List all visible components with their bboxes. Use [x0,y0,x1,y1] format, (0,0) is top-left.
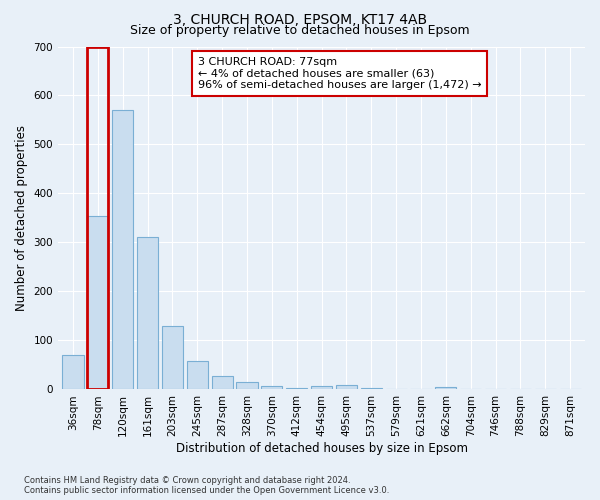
Text: Size of property relative to detached houses in Epsom: Size of property relative to detached ho… [130,24,470,37]
Bar [212,376,233,390]
Text: Contains HM Land Registry data © Crown copyright and database right 2024.
Contai: Contains HM Land Registry data © Crown c… [24,476,389,495]
Bar [112,110,133,390]
Bar [137,236,158,390]
Bar [87,46,109,390]
Bar [261,386,283,390]
Y-axis label: Number of detached properties: Number of detached properties [15,125,28,311]
Bar [236,382,257,390]
Bar [336,384,357,390]
Bar [162,326,183,390]
X-axis label: Distribution of detached houses by size in Epsom: Distribution of detached houses by size … [176,442,467,455]
Bar [187,361,208,390]
Bar [311,386,332,390]
Bar [87,216,109,390]
Bar [435,387,457,390]
Text: 3, CHURCH ROAD, EPSOM, KT17 4AB: 3, CHURCH ROAD, EPSOM, KT17 4AB [173,12,427,26]
Bar [286,388,307,390]
Text: 3 CHURCH ROAD: 77sqm
← 4% of detached houses are smaller (63)
96% of semi-detach: 3 CHURCH ROAD: 77sqm ← 4% of detached ho… [197,57,481,90]
Bar [62,355,83,390]
Bar [361,388,382,390]
